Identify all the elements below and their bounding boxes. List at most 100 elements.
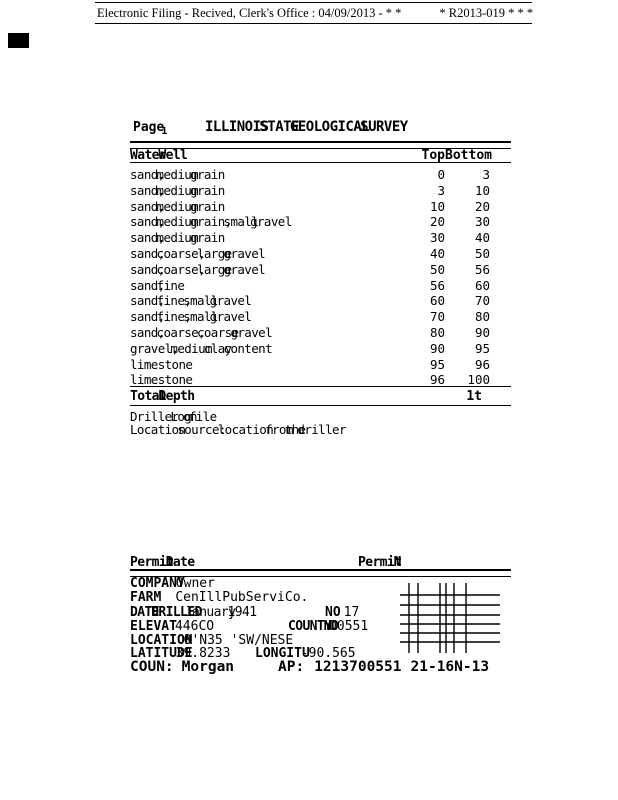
location-value: 0'N35 'SW/NESE [183,633,294,648]
location-source-note: Location source: location from the drill… [130,422,346,437]
log-row: sand, fine 56 60 [130,278,490,294]
log-row: limestone 96 100 [130,372,490,388]
survey-title: ILLINOIS STATE GEOLOGICAL SURVEY [205,119,408,135]
date-drilled-value: January 1941 [184,605,257,620]
material: sand, fine, small gravel [130,293,252,309]
permit-double-rule [130,569,511,577]
longitude-label: LONGITU [255,646,310,661]
permit-no-label: Permit N [358,555,401,570]
top-depth: 80 [429,324,445,340]
total-depth-label: Total Depth [130,389,195,404]
bottom-depth: 95 [474,340,490,356]
elevation-value: 446CO [174,619,215,634]
material: limestone [130,356,193,372]
material: sand, fine, small gravel [130,309,252,325]
efiling-header: Electronic Filing - Recived, Clerk's Off… [97,6,557,21]
top-depth: 90 [429,340,445,356]
county-label: COUN: [130,659,174,675]
top-depth: 20 [429,214,445,230]
county-no-value: 00551 [329,619,369,634]
location-line: LOCATION0'N35 'SW/NESE [130,633,510,648]
permit-date-label: Permit Date [130,555,195,570]
county-no-label: COUNTY NO [288,619,339,634]
total-spacer [195,389,388,404]
material: sand, medium grain [130,198,225,214]
longitude-value: -90.565 [300,646,356,661]
log-row: sand, medium grain 30 40 [130,230,490,246]
page-label: Page [133,120,165,135]
top-depth: 40 [429,245,445,261]
log-row: sand, medium grain 3 10 [130,183,490,199]
bottom-depth: 56 [474,261,490,277]
farm-value: CenIllPubServiCo. [175,590,309,605]
material: sand, medium grain [130,230,225,246]
header-rule-top [95,2,532,3]
header-underline [130,162,511,163]
top-depth: 56 [429,277,445,293]
api-value: 1213700551 [314,659,402,675]
company-label: COMPANY [130,576,185,591]
longitude-group: LONGITU-90.565 [255,646,356,661]
driller-log-note: Driller Log on file [130,409,217,424]
material: sand, medium grain [130,182,225,198]
bottom-depth: 80 [474,309,490,325]
latitude-label: LATITUDE [130,646,193,661]
log-row: sand, fine, small gravel 70 80 [130,309,490,325]
bottom-depth: 3 [482,167,490,182]
log-row: limestone 95 96 [130,357,490,373]
section-label: Water Well [130,148,188,163]
header-rule-bottom [95,23,532,24]
material: sand, coarse, large gravel [130,261,266,277]
total-depth-value: 1t [466,389,482,404]
bottom-depth: 20 [474,198,490,214]
farm-label: FARM [130,590,162,605]
bottom-depth: 50 [474,245,490,261]
elevation-label: ELEVAT [130,619,177,634]
top-depth: 10 [429,198,445,214]
no-label: NO [325,605,341,620]
api-label: AP: [278,659,305,675]
top-depth: 3 [437,182,445,198]
bottom-depth: 70 [474,293,490,309]
col-header-top: Top [421,148,445,163]
elevation-line: ELEVAT446CO COUNTY NO00551 [130,619,510,634]
county-no-group: COUNTY NO00551 [288,619,368,634]
total-depth-row: Total Depth 1t [130,389,490,404]
section-township-range: 21-16N-13 [410,659,490,675]
efiling-ref: * R2013-019 * * * [439,6,534,20]
material: limestone [130,372,193,388]
scan-artifact-mark [8,33,29,48]
no-group: NO 17 [325,605,359,620]
bottom-depth: 30 [474,214,490,230]
header-spacer [187,148,395,163]
top-depth: 96 [429,372,445,388]
total-rule-bottom [130,405,511,406]
bottom-depth: 60 [474,277,490,293]
county-api-line: COUN: Morgan AP: 1213700551 21-16N-13 [130,659,510,675]
total-rule-top [130,386,511,387]
location-label: LOCATION [130,633,193,648]
log-row: sand, medium grain, small gravel 20 30 [130,214,490,230]
company-value: Owner [175,576,215,591]
material: gravel, medium clay content [130,340,273,356]
log-row: sand, medium grain 10 20 [130,199,490,215]
col-header-bottom: Bottom [445,148,492,163]
top-depth: 0 [437,167,445,182]
page-line: Page1 [133,120,167,137]
log-row: sand, coarse, large gravel 40 50 [130,246,490,262]
log-rows: sand, medium grain 0 3 sand, medium grain 3 1… [130,167,490,388]
farm-line: FARM CenIllPubServiCo. [130,590,510,605]
material: sand, fine [130,277,185,293]
date-drilled-label: DATE DRILLED [130,605,202,620]
efiling-text: Electronic Filing - Recived, Clerk's Off… [97,6,402,20]
material: sand, medium grain, small gravel [130,214,292,230]
bottom-depth: 100 [467,372,490,388]
latitude-value: 39.8233 [175,646,231,661]
permit-header-row: Permit Date Permit N [130,555,510,570]
top-depth: 95 [429,356,445,372]
log-row: sand, coarse, large gravel 50 56 [130,262,490,278]
location-grid [400,583,500,653]
top-depth: 60 [429,293,445,309]
top-depth: 70 [429,309,445,325]
